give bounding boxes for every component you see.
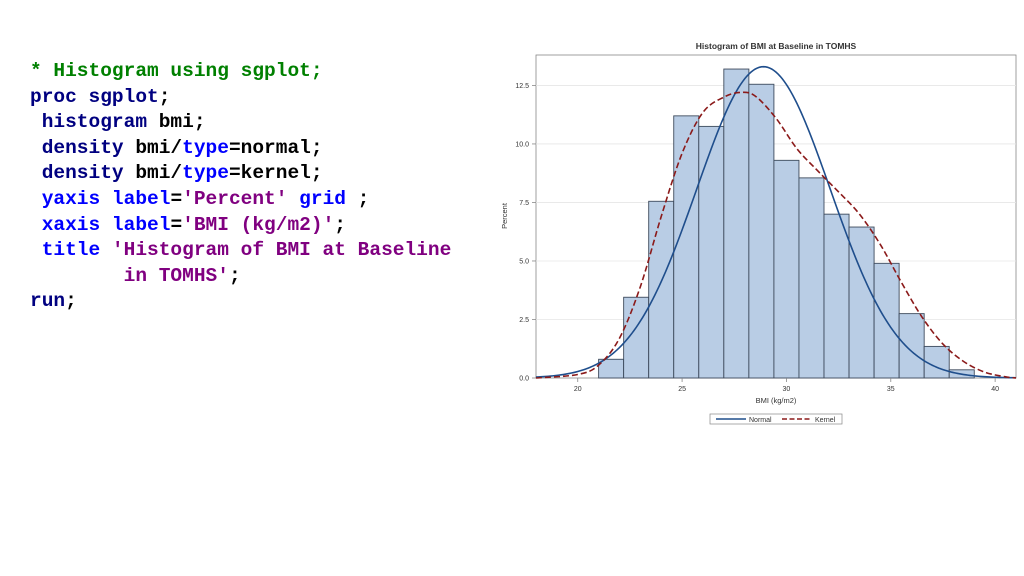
code-token-str: 'Histogram of BMI at Baseline xyxy=(100,239,452,262)
code-token-plain: =kernel; xyxy=(228,162,323,185)
axes: 0.0 2.5 5.0 7.5 10.0 12.5 20 25 30 35 40 xyxy=(515,83,999,393)
code-line: proc sgplot; xyxy=(30,85,451,111)
histogram-bar xyxy=(823,213,850,379)
y-tick-label: 10.0 xyxy=(515,141,529,148)
legend-kernel-label: Kernel xyxy=(815,417,836,424)
density-curves xyxy=(535,65,1017,379)
chart-legend: Normal Kernel xyxy=(709,413,843,425)
code-token-plain xyxy=(287,188,299,210)
code-line: * Histogram using sgplot; xyxy=(30,59,451,85)
code-line: run; xyxy=(30,289,451,315)
code-token-plain xyxy=(100,188,112,210)
y-axis-label: Percent xyxy=(500,202,509,229)
code-line: density bmi/type=normal; xyxy=(30,136,451,162)
kernel-density-curve xyxy=(535,91,1017,379)
x-axis-label: BMI (kg/m2) xyxy=(756,396,797,405)
legend-box xyxy=(709,413,843,425)
code-token-plain: bmi/ xyxy=(123,162,183,185)
x-tick-label: 25 xyxy=(678,386,686,393)
histogram-bars xyxy=(598,68,975,379)
histogram-bar xyxy=(723,68,750,379)
histogram-bar xyxy=(798,177,825,379)
code-line: xaxis label='BMI (kg/m2)'; xyxy=(30,213,451,239)
x-tick-label: 30 xyxy=(783,386,791,393)
code-token-plain: bmi; xyxy=(147,111,206,134)
code-token-plain: = xyxy=(170,213,183,236)
histogram-bar xyxy=(648,200,675,379)
y-tick-label: 2.5 xyxy=(519,317,529,324)
y-tick-label: 7.5 xyxy=(519,200,529,207)
histogram-bar xyxy=(748,83,775,379)
code-token-kw2: xaxis xyxy=(30,213,101,236)
y-tick-label: 12.5 xyxy=(515,83,529,90)
code-token-plain: = xyxy=(170,187,183,210)
x-tick-label: 40 xyxy=(991,386,999,393)
x-tick-label: 20 xyxy=(574,386,582,393)
code-line: histogram bmi; xyxy=(30,110,451,136)
histogram-bar xyxy=(773,159,800,379)
code-token-comment: * Histogram using sgplot; xyxy=(30,60,323,82)
y-tick-label: 5.0 xyxy=(519,258,529,265)
code-line: title 'Histogram of BMI at Baseline xyxy=(30,238,452,264)
code-token-kw2: type xyxy=(182,162,229,185)
code-token-str: 'BMI (kg/m2)' xyxy=(182,213,335,236)
code-token-str: 'Percent' xyxy=(182,187,288,210)
code-token-plain: ; xyxy=(228,264,241,287)
code-line: in TOMHS'; xyxy=(30,264,451,290)
histogram-bar xyxy=(898,313,925,379)
code-token-plain: bmi/ xyxy=(123,136,183,159)
code-token-plain: ; xyxy=(158,85,171,108)
histogram-bar xyxy=(673,115,700,379)
sas-code-block: * Histogram using sgplot; proc sgplot; hi… xyxy=(30,59,451,315)
code-token-kw: density xyxy=(30,136,124,159)
histogram-bar xyxy=(923,345,950,379)
code-token-kw2: title xyxy=(30,239,101,262)
normal-density-curve xyxy=(535,65,1017,379)
code-line: yaxis label='Percent' grid ; xyxy=(30,187,451,213)
code-token-plain: ; xyxy=(345,187,370,210)
code-token-kw2: label xyxy=(111,187,171,210)
code-token-plain: ; xyxy=(334,213,346,236)
code-token-plain: ; xyxy=(65,290,77,313)
code-token-plain xyxy=(100,214,112,236)
x-tick-label: 35 xyxy=(887,386,895,393)
chart-title: Histogram of BMI at Baseline in TOMHS xyxy=(696,41,857,51)
code-line: density bmi/type=kernel; xyxy=(30,161,451,187)
histogram-bar xyxy=(623,296,650,379)
histogram-bar xyxy=(698,125,725,379)
code-token-kw2: type xyxy=(182,136,229,159)
code-token-kw2: label xyxy=(111,213,171,236)
histogram-chart: Histogram of BMI at Baseline in TOMHS 0.… xyxy=(500,41,1017,425)
code-token-kw: density xyxy=(30,162,124,185)
code-token-kw: proc sgplot xyxy=(30,85,159,108)
code-token-kw: run xyxy=(30,290,66,313)
code-token-kw2: grid xyxy=(299,187,346,210)
code-token-kw: histogram xyxy=(30,111,148,134)
legend-normal-label: Normal xyxy=(749,417,772,424)
code-token-str: in TOMHS' xyxy=(30,264,229,287)
y-tick-label: 0.0 xyxy=(519,376,529,383)
histogram-bar xyxy=(598,358,625,379)
code-token-plain: =normal; xyxy=(228,136,323,159)
code-token-kw2: yaxis xyxy=(30,187,101,210)
